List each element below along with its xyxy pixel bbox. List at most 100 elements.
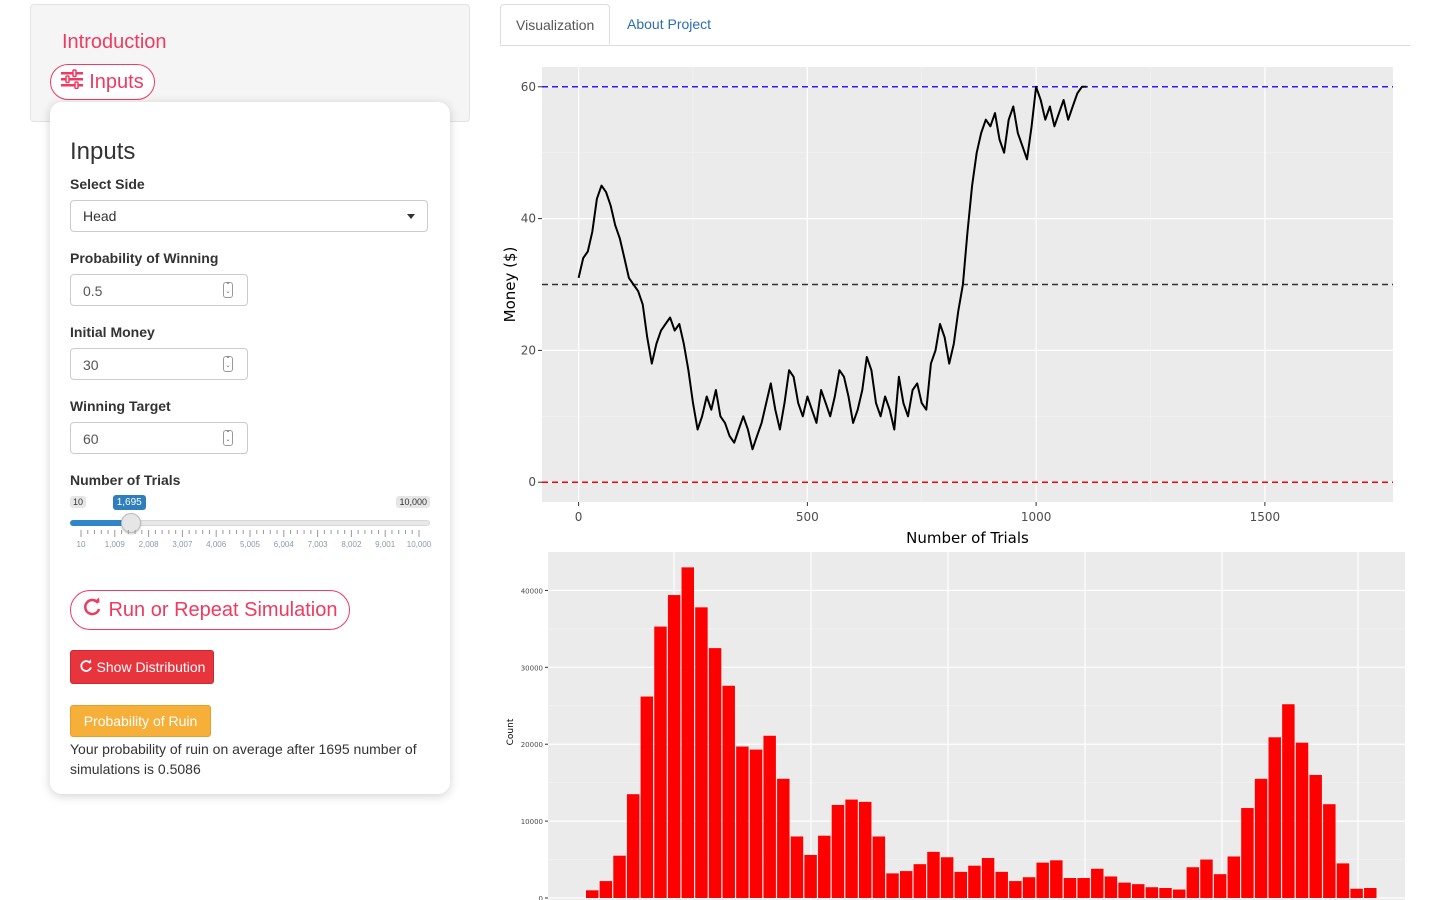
histogram-bar: [777, 778, 790, 898]
winning-target-label: Winning Target: [70, 398, 171, 414]
initial-money-value: 30: [83, 357, 99, 373]
histogram-bar: [1077, 878, 1090, 898]
histogram-bar: [599, 881, 613, 898]
slider-tick-label: 1,009: [104, 540, 125, 549]
prob-win-value: 0.5: [83, 283, 103, 299]
histogram-bar: [654, 626, 667, 898]
histogram-bar: [1063, 878, 1077, 898]
tab-visualization[interactable]: Visualization: [500, 4, 611, 45]
histogram-bar: [1323, 804, 1336, 898]
y-tick-label: 40: [521, 212, 536, 226]
histogram-bar: [695, 607, 708, 898]
y-axis-label: Count: [506, 718, 516, 745]
histogram-bar: [831, 804, 845, 898]
y-tick-label: 30000: [521, 664, 543, 672]
histogram-bar: [1145, 887, 1159, 898]
run-button-label: Run or Repeat Simulation: [108, 598, 338, 621]
main-tabs: Visualization About Project: [500, 4, 1410, 46]
histogram-bar: [763, 735, 776, 898]
slider-tick-labels: 10 1,009 2,008 3,007 4,006 5,005 6,004 7,003 8,0…: [70, 540, 432, 552]
x-tick-label: 500: [796, 510, 819, 524]
y-tick-label: 60: [521, 80, 536, 94]
histogram-bar: [626, 794, 640, 898]
histogram-bar: [681, 567, 694, 898]
tab-about-project[interactable]: About Project: [627, 16, 712, 32]
slider-handle[interactable]: [120, 513, 141, 533]
prob-win-input[interactable]: 0.5 ⌃ ⌄: [70, 274, 248, 306]
run-simulation-button[interactable]: Run or Repeat Simulation: [70, 590, 350, 630]
histogram-bar: [872, 836, 886, 898]
histogram-bar: [1295, 742, 1309, 898]
introduction-link[interactable]: Introduction: [62, 31, 167, 53]
probability-of-ruin-button[interactable]: Probability of Ruin: [70, 705, 211, 737]
histogram-bar: [1336, 863, 1350, 898]
refresh-icon: [79, 658, 93, 676]
histogram-bar: [586, 890, 599, 898]
y-tick-label: 0: [528, 475, 536, 489]
slider-tick-label: 5,005: [239, 540, 261, 549]
ruin-result-text: Your probability of ruin on average afte…: [70, 741, 417, 777]
slider-min-label: 10: [70, 496, 87, 508]
histogram-bar: [1254, 778, 1268, 898]
y-tick-label: 0: [539, 895, 543, 900]
panel-title: Inputs: [70, 138, 136, 165]
slider-tick-label: 10: [76, 540, 86, 549]
histogram-bar: [722, 685, 735, 898]
y-axis-label: Money ($): [501, 247, 519, 323]
histogram-bar: [1118, 882, 1131, 898]
histogram-bar: [1104, 876, 1118, 898]
histogram-bar: [708, 648, 722, 898]
dist-button-label: Show Distribution: [96, 659, 206, 675]
histogram-bar: [1309, 774, 1322, 898]
initial-money-input[interactable]: 30 ⌃ ⌄: [70, 348, 248, 380]
inputs-dropdown-button[interactable]: Inputs: [50, 64, 155, 100]
show-distribution-button[interactable]: Show Distribution: [70, 650, 214, 684]
histogram-bar: [899, 871, 913, 898]
x-tick-label: 1000: [1021, 510, 1052, 524]
histogram-bar: [1200, 859, 1213, 898]
histogram-bar: [886, 873, 899, 898]
histogram-bar: [1172, 889, 1186, 898]
histogram-bar: [981, 858, 995, 898]
inputs-button-label: Inputs: [89, 70, 144, 93]
histogram-bar: [927, 851, 940, 898]
sliders-icon: [61, 69, 84, 95]
select-side-dropdown[interactable]: Head: [70, 200, 428, 232]
slider-tick-label: 6,004: [273, 540, 294, 549]
money-series-line: [577, 85, 1087, 451]
histogram-bar: [845, 799, 858, 898]
select-side-label: Select Side: [70, 176, 145, 192]
spinner-icon[interactable]: ⌃ ⌄: [223, 356, 233, 372]
prob-win-label: Probability of Winning: [70, 250, 219, 266]
slider-current-label: 1,695: [112, 495, 146, 510]
spinner-icon[interactable]: ⌃ ⌄: [223, 430, 233, 446]
x-tick-label: 0: [575, 510, 583, 524]
trials-label: Number of Trials: [70, 472, 181, 488]
winning-target-input[interactable]: 60 ⌃ ⌄: [70, 422, 248, 454]
y-tick-label: 40000: [521, 587, 543, 595]
histogram-bar: [736, 746, 749, 898]
histogram-bar: [1132, 884, 1145, 898]
money-line-chart: 0 20 40 60 0 500 1000 1500 Number of Trials Money…: [501, 67, 1393, 547]
histogram-bar: [1282, 704, 1295, 898]
y-tick-label: 20: [521, 343, 536, 357]
trials-slider[interactable]: 10 10,000 1,695 10 1,009 2,008 3,007 4,006 5,…: [70, 494, 432, 554]
histogram-bar: [968, 865, 981, 898]
histogram-bar: [1186, 867, 1200, 898]
histogram-bar: [1159, 888, 1172, 898]
slider-tick-label: 8,002: [341, 540, 362, 549]
histogram-bar: [640, 696, 654, 898]
slider-max-label: 10,000: [396, 496, 430, 508]
slider-tick-label: 9,001: [375, 540, 396, 549]
histogram-bar: [749, 749, 763, 898]
histogram-bar: [995, 871, 1008, 898]
initial-money-label: Initial Money: [70, 324, 155, 340]
select-side-value: Head: [83, 208, 117, 224]
histogram-bar: [1364, 888, 1377, 898]
histogram-bar: [790, 836, 804, 898]
histogram-bar: [1227, 856, 1240, 898]
spinner-icon[interactable]: ⌃ ⌄: [223, 282, 233, 298]
histogram-bar: [1022, 877, 1036, 898]
slider-tick-label: 2,008: [138, 540, 159, 549]
histogram-bar: [913, 864, 927, 898]
